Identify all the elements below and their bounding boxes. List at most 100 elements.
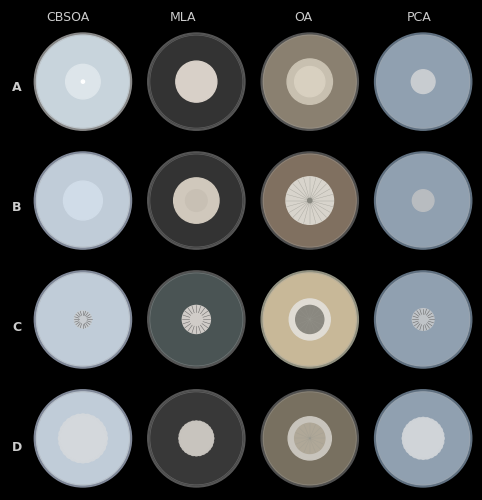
Circle shape — [202, 432, 214, 444]
Circle shape — [193, 444, 204, 455]
Circle shape — [419, 418, 433, 432]
Circle shape — [97, 426, 106, 434]
Circle shape — [197, 421, 202, 427]
Text: D: D — [12, 441, 22, 454]
Circle shape — [179, 432, 191, 444]
Circle shape — [66, 418, 74, 426]
Circle shape — [202, 424, 208, 430]
Circle shape — [435, 442, 442, 450]
Circle shape — [61, 438, 77, 453]
Text: CBSOA: CBSOA — [46, 11, 89, 24]
Text: MLA: MLA — [170, 11, 196, 24]
Circle shape — [288, 417, 331, 460]
Circle shape — [150, 392, 243, 485]
Circle shape — [184, 424, 190, 430]
Circle shape — [60, 443, 68, 452]
Circle shape — [65, 418, 81, 434]
Circle shape — [99, 434, 107, 442]
Circle shape — [148, 33, 245, 130]
Circle shape — [295, 424, 325, 454]
Circle shape — [99, 439, 107, 447]
Circle shape — [207, 442, 213, 448]
Circle shape — [193, 421, 199, 426]
Circle shape — [91, 430, 107, 446]
Circle shape — [89, 438, 105, 453]
Circle shape — [184, 447, 190, 452]
Circle shape — [261, 33, 358, 130]
Circle shape — [70, 416, 78, 424]
Circle shape — [180, 429, 186, 435]
Circle shape — [430, 432, 443, 445]
Circle shape — [428, 426, 442, 440]
Circle shape — [409, 421, 416, 428]
Circle shape — [408, 421, 421, 434]
Circle shape — [174, 178, 219, 223]
Circle shape — [190, 421, 196, 427]
Circle shape — [65, 443, 81, 458]
Circle shape — [404, 426, 418, 440]
Circle shape — [179, 432, 185, 438]
Circle shape — [188, 422, 200, 433]
Circle shape — [308, 198, 312, 202]
Circle shape — [263, 273, 356, 366]
Circle shape — [34, 152, 132, 249]
Circle shape — [289, 299, 330, 340]
Circle shape — [148, 390, 245, 487]
Circle shape — [437, 435, 444, 442]
Circle shape — [180, 428, 192, 439]
Circle shape — [83, 454, 92, 462]
Circle shape — [424, 452, 430, 459]
Circle shape — [63, 447, 71, 455]
Circle shape — [430, 448, 438, 456]
Circle shape — [377, 392, 469, 485]
Circle shape — [406, 424, 413, 431]
Circle shape — [180, 438, 192, 449]
Circle shape — [414, 445, 427, 458]
Circle shape — [58, 434, 67, 442]
Circle shape — [437, 439, 444, 446]
Circle shape — [180, 442, 186, 448]
Circle shape — [187, 422, 193, 428]
Circle shape — [427, 450, 434, 458]
Circle shape — [193, 422, 204, 433]
Circle shape — [408, 442, 421, 456]
Circle shape — [79, 415, 94, 431]
Circle shape — [74, 414, 82, 422]
Circle shape — [409, 448, 416, 456]
Circle shape — [148, 271, 245, 368]
Circle shape — [416, 418, 423, 425]
Circle shape — [97, 443, 106, 452]
Text: A: A — [12, 81, 22, 94]
Circle shape — [404, 419, 442, 458]
Circle shape — [201, 438, 212, 449]
Circle shape — [428, 438, 442, 451]
Circle shape — [375, 390, 472, 487]
Circle shape — [34, 271, 132, 368]
Circle shape — [404, 428, 411, 434]
Circle shape — [179, 438, 185, 444]
Circle shape — [71, 415, 87, 431]
Circle shape — [37, 273, 129, 366]
Circle shape — [150, 154, 243, 247]
Circle shape — [85, 418, 101, 434]
Circle shape — [85, 443, 101, 458]
Circle shape — [425, 442, 439, 456]
Circle shape — [406, 446, 413, 453]
Circle shape — [197, 450, 202, 456]
Circle shape — [402, 435, 409, 442]
Circle shape — [263, 35, 356, 128]
Circle shape — [207, 429, 213, 435]
Circle shape — [420, 418, 427, 424]
Circle shape — [59, 430, 67, 438]
Circle shape — [148, 152, 245, 249]
Circle shape — [37, 392, 129, 485]
Circle shape — [402, 431, 410, 438]
Circle shape — [437, 431, 444, 438]
Circle shape — [88, 416, 96, 424]
Circle shape — [416, 452, 423, 459]
Circle shape — [180, 422, 213, 454]
Circle shape — [182, 444, 188, 450]
Circle shape — [261, 271, 358, 368]
Circle shape — [198, 442, 209, 453]
Circle shape — [412, 419, 419, 426]
